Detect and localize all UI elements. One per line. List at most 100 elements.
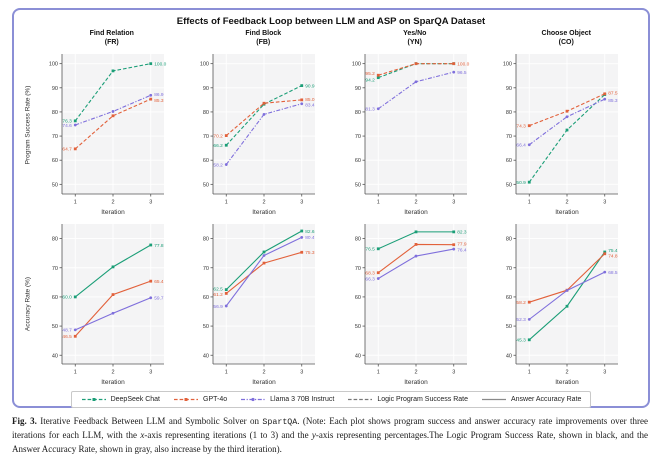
svg-text:76.3: 76.3 [62, 119, 72, 125]
svg-text:100: 100 [352, 62, 361, 68]
svg-text:70: 70 [506, 134, 512, 140]
caption-x-italic: x [140, 430, 145, 441]
subplot-title-co: Choose Object (CO) [541, 30, 591, 46]
svg-text:80: 80 [506, 110, 512, 116]
svg-text:60: 60 [203, 295, 209, 301]
svg-text:40: 40 [506, 353, 512, 359]
svg-text:48.7: 48.7 [62, 328, 72, 334]
svg-text:90.9: 90.9 [305, 83, 315, 89]
svg-text:Iteration: Iteration [253, 209, 277, 216]
legend-item-label: Answer Accuracy Rate [510, 396, 582, 403]
svg-text:58.2: 58.2 [517, 300, 527, 306]
svg-text:100.0: 100.0 [154, 61, 166, 67]
y-axis-label-accuracy: Accuracy Rate (%) [24, 276, 32, 332]
svg-text:70: 70 [52, 134, 58, 140]
svg-text:76.4: 76.4 [457, 248, 467, 254]
svg-text:56.9: 56.9 [214, 304, 224, 310]
svg-text:80: 80 [203, 237, 209, 243]
svg-text:3: 3 [603, 370, 606, 376]
legend-row: DeepSeek Chat GPT-4o Llama 3 70B Instruct L… [20, 391, 642, 408]
caption-y-italic: y [311, 430, 316, 441]
legend-item-label: Logic Program Success Rate [377, 396, 468, 403]
svg-text:50: 50 [52, 324, 58, 330]
svg-text:Iteration: Iteration [556, 209, 580, 216]
caption-dataset-name: SpartQA [262, 418, 298, 427]
svg-text:3: 3 [452, 200, 455, 206]
svg-text:70: 70 [506, 266, 512, 272]
svg-text:1: 1 [528, 200, 531, 206]
subplot-co-success: Choose Object (CO) 50 60 70 80 90 100 1 2 3 Iterat… [491, 30, 643, 219]
svg-text:60: 60 [355, 295, 361, 301]
chart-yes-no-accuracy: 40 50 60 70 80 1 2 3 Iteration 76.5 82.3 68.3 77.9 66… [355, 224, 467, 386]
svg-text:50: 50 [355, 182, 361, 188]
subplot-title-fr: Find Relation (FR) [89, 30, 134, 46]
svg-text:74.6: 74.6 [62, 123, 72, 129]
svg-text:2: 2 [111, 370, 114, 376]
svg-text:Iteration: Iteration [101, 379, 125, 386]
svg-text:66.4: 66.4 [517, 143, 527, 149]
chart-find-block-accuracy: 40 50 60 70 80 1 2 3 Iteration 62.5 82.6 61.2 75.3 56… [203, 224, 316, 386]
legend-item-label: GPT-4o [203, 396, 228, 403]
svg-text:100: 100 [200, 62, 209, 68]
subplot-title-fb: Find Block (FB) [245, 30, 282, 46]
legend-item-logic-program-success-rate: Logic Program Success Rate [347, 395, 468, 404]
figure-caption: Fig. 3. Iterative Feedback Between LLM a… [12, 415, 648, 456]
charts-grid: Program Success Rate (%) Find Relation (F… [20, 30, 642, 389]
svg-text:Iteration: Iteration [101, 209, 125, 216]
svg-text:90: 90 [203, 86, 209, 92]
svg-text:2: 2 [414, 370, 417, 376]
svg-text:70: 70 [355, 134, 361, 140]
svg-text:90: 90 [355, 86, 361, 92]
svg-text:80: 80 [355, 110, 361, 116]
svg-text:1: 1 [73, 370, 76, 376]
svg-text:70: 70 [203, 134, 209, 140]
svg-text:75.3: 75.3 [305, 250, 315, 256]
svg-text:85.0: 85.0 [305, 97, 315, 103]
legend-item-llama-3-70b-instruct: Llama 3 70B Instruct [240, 395, 334, 404]
svg-text:80.4: 80.4 [305, 235, 315, 241]
caption-text: . (Note: Each plot shows program success… [12, 416, 649, 441]
legend-item-label: Llama 3 70B Instruct [270, 396, 335, 403]
svg-text:60: 60 [203, 158, 209, 164]
legend-line-sample [481, 398, 506, 401]
svg-text:80: 80 [52, 237, 58, 243]
svg-text:52.3: 52.3 [517, 317, 527, 323]
svg-text:74.3: 74.3 [517, 123, 527, 129]
svg-text:2: 2 [263, 370, 266, 376]
svg-text:50: 50 [355, 324, 361, 330]
svg-text:100.0: 100.0 [457, 61, 469, 67]
svg-text:50: 50 [203, 182, 209, 188]
svg-text:77.9: 77.9 [457, 242, 467, 248]
subplot-co-accuracy: 40 50 60 70 80 1 2 3 Iteration 45.3 75.4 58.2 74.8 52… [491, 219, 643, 389]
svg-text:46.5: 46.5 [62, 334, 72, 340]
svg-text:62.5: 62.5 [214, 286, 224, 292]
svg-text:75.4: 75.4 [608, 248, 618, 254]
svg-text:2: 2 [111, 200, 114, 206]
svg-text:77.8: 77.8 [154, 243, 164, 249]
svg-text:90: 90 [506, 86, 512, 92]
svg-text:60: 60 [52, 295, 58, 301]
svg-text:76.5: 76.5 [365, 247, 375, 253]
chart-yes-no-success: 50 60 70 80 90 100 1 2 3 Iteration 94.295.2 100.0 81… [352, 54, 469, 216]
caption-text: -axis representing iterations (1 to 3) a… [144, 430, 312, 441]
svg-text:3: 3 [149, 370, 152, 376]
svg-text:68.3: 68.3 [365, 271, 375, 277]
svg-text:85.3: 85.3 [608, 98, 618, 104]
figure-panel: Effects of Feedback Loop between LLM and… [12, 8, 650, 408]
legend-line-sample [174, 398, 198, 401]
svg-text:66.2: 66.2 [214, 143, 224, 149]
svg-text:100: 100 [49, 62, 58, 68]
svg-text:66.3: 66.3 [365, 276, 375, 282]
svg-text:64.7: 64.7 [62, 147, 72, 153]
svg-text:50: 50 [203, 324, 209, 330]
svg-text:3: 3 [452, 370, 455, 376]
svg-text:87.5: 87.5 [608, 90, 618, 96]
caption-text: Iterative Feedback Between LLM and Symbo… [36, 416, 263, 426]
svg-text:Iteration: Iteration [556, 379, 580, 386]
legend-line-sample [241, 397, 266, 402]
y-axis-label-success: Program Success Rate (%) [24, 85, 32, 164]
svg-text:80: 80 [506, 237, 512, 243]
legend-item-label: DeepSeek Chat [110, 396, 160, 403]
svg-text:100: 100 [503, 62, 512, 68]
svg-text:68.5: 68.5 [608, 270, 618, 276]
